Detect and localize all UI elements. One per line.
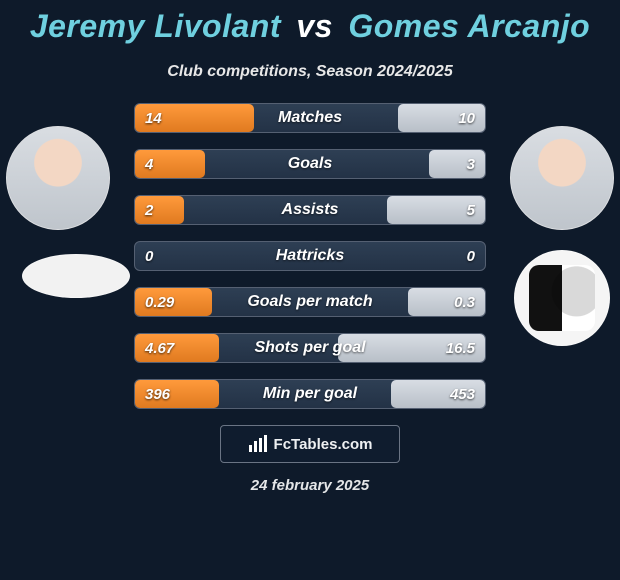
player1-avatar bbox=[6, 126, 110, 230]
stat-value-right: 453 bbox=[450, 380, 475, 408]
stat-value-left: 0 bbox=[145, 242, 153, 270]
stat-label: Shots per goal bbox=[254, 339, 365, 357]
stat-fill-right bbox=[429, 150, 485, 178]
stat-value-right: 16.5 bbox=[446, 334, 475, 362]
player2-name: Gomes Arcanjo bbox=[348, 8, 590, 44]
stat-row: 14 10 Matches bbox=[134, 103, 486, 133]
comparison-title: Jeremy Livolant vs Gomes Arcanjo bbox=[0, 0, 620, 45]
logo-text: FcTables.com bbox=[274, 436, 373, 453]
stat-label: Hattricks bbox=[276, 247, 344, 265]
stat-value-right: 0.3 bbox=[454, 288, 475, 316]
bars-icon bbox=[248, 435, 268, 453]
stat-value-left: 396 bbox=[145, 380, 170, 408]
stat-row: 4 3 Goals bbox=[134, 149, 486, 179]
player2-club-badge bbox=[514, 250, 610, 346]
stat-value-left: 4.67 bbox=[145, 334, 174, 362]
stat-fill-left bbox=[135, 196, 184, 224]
stat-value-right: 3 bbox=[467, 150, 475, 178]
stat-value-left: 2 bbox=[145, 196, 153, 224]
stat-label: Matches bbox=[278, 109, 342, 127]
footer-date: 24 february 2025 bbox=[0, 477, 620, 494]
stat-row: 0 0 Hattricks bbox=[134, 241, 486, 271]
stat-value-left: 4 bbox=[145, 150, 153, 178]
stat-label: Assists bbox=[282, 201, 339, 219]
stat-label: Goals per match bbox=[247, 293, 372, 311]
vs-label: vs bbox=[296, 8, 333, 44]
fctables-logo[interactable]: FcTables.com bbox=[220, 425, 400, 463]
player1-name: Jeremy Livolant bbox=[30, 8, 281, 44]
stat-value-right: 0 bbox=[467, 242, 475, 270]
stat-value-right: 10 bbox=[458, 104, 475, 132]
stat-row: 4.67 16.5 Shots per goal bbox=[134, 333, 486, 363]
stat-label: Min per goal bbox=[263, 385, 357, 403]
stat-value-left: 0.29 bbox=[145, 288, 174, 316]
player1-club-badge bbox=[22, 254, 130, 298]
stat-row: 2 5 Assists bbox=[134, 195, 486, 225]
subtitle: Club competitions, Season 2024/2025 bbox=[0, 63, 620, 81]
stat-row: 0.29 0.3 Goals per match bbox=[134, 287, 486, 317]
stat-label: Goals bbox=[288, 155, 332, 173]
stats-table: 14 10 Matches 4 3 Goals 2 5 Assists 0 0 Hattricks 0.… bbox=[134, 103, 486, 409]
player2-avatar bbox=[510, 126, 614, 230]
stat-value-left: 14 bbox=[145, 104, 162, 132]
stat-value-right: 5 bbox=[467, 196, 475, 224]
stat-row: 396 453 Min per goal bbox=[134, 379, 486, 409]
